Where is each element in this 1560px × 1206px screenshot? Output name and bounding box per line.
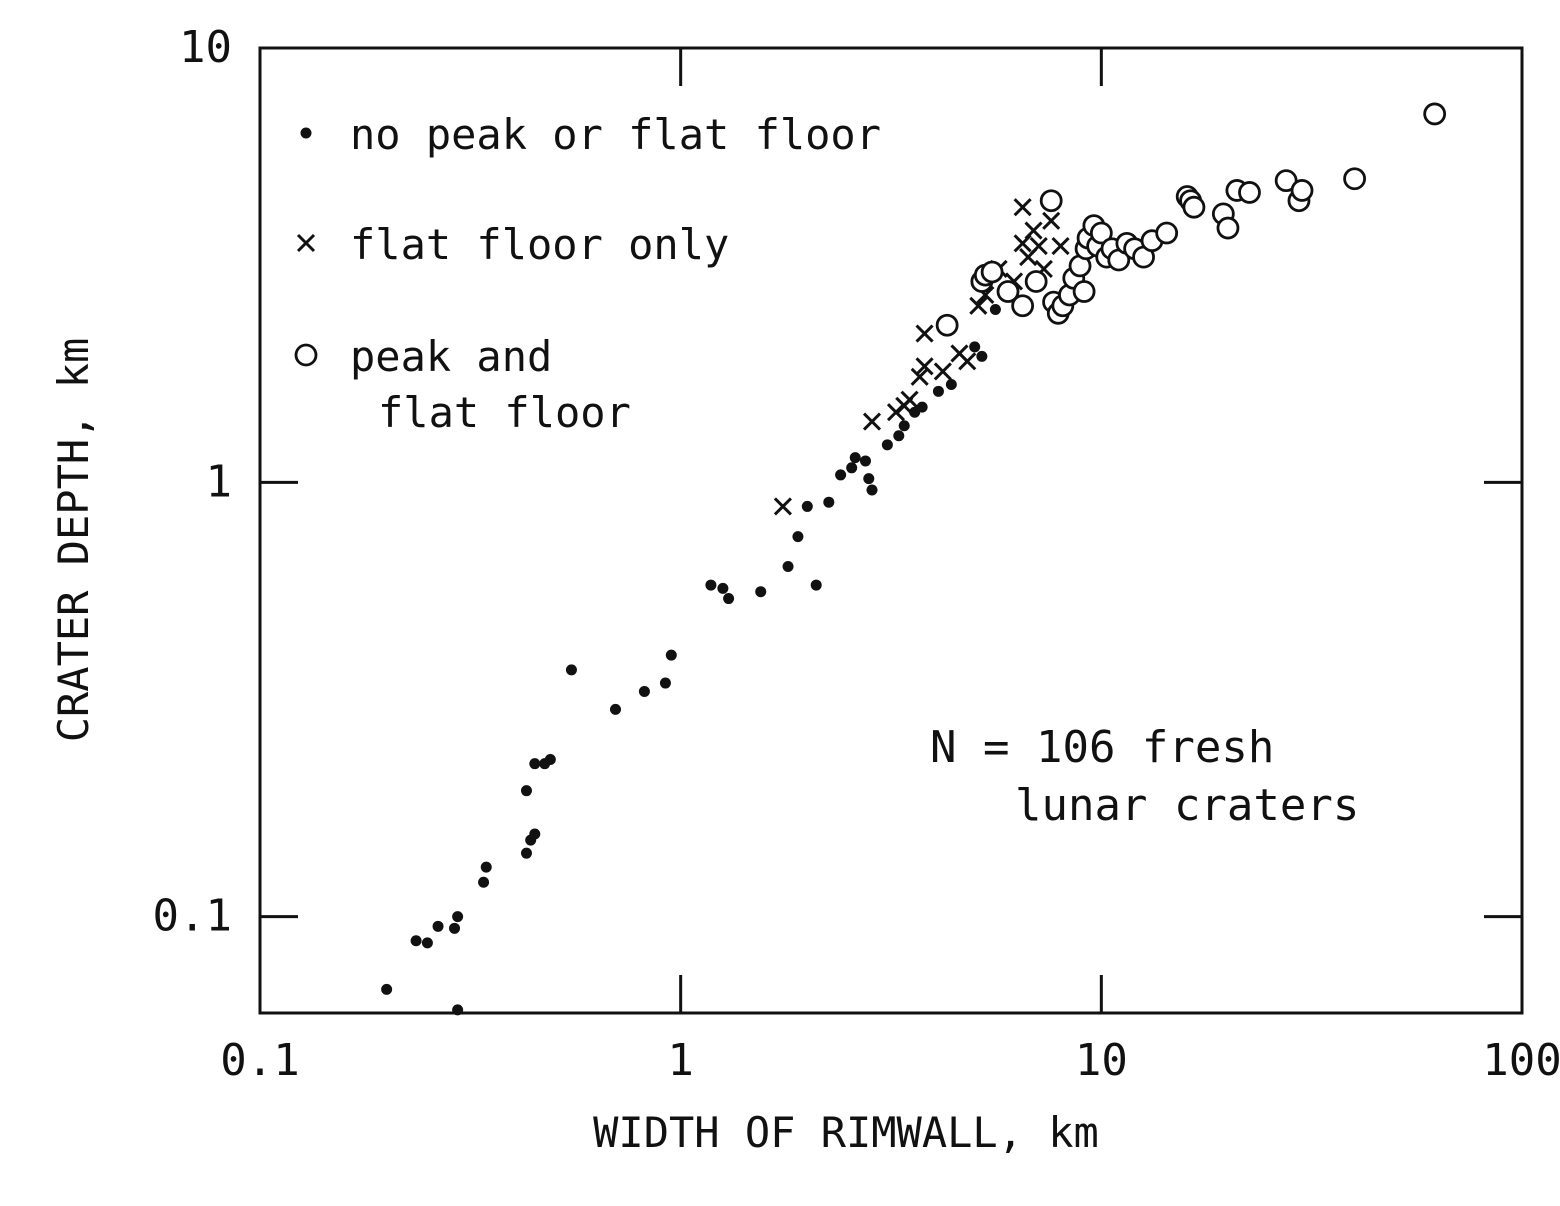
- data-points: [381, 102, 1447, 1016]
- dot-point: [863, 473, 875, 485]
- cross-point: [1042, 211, 1061, 230]
- dot-point: [659, 677, 671, 689]
- dot-point: [916, 401, 928, 413]
- cross-point: [1024, 221, 1043, 240]
- dot-point: [544, 754, 556, 766]
- cross-point: [933, 362, 952, 381]
- dot-point: [859, 455, 871, 467]
- cross-point: [910, 367, 929, 386]
- dot-point: [898, 420, 910, 432]
- cross-point: [969, 296, 988, 315]
- dot-point: [452, 1004, 464, 1016]
- x-axis-label: WIDTH OF RIMWALL, km: [593, 1108, 1099, 1157]
- cross-point: [1029, 236, 1048, 256]
- x-tick-label: 100: [1482, 1035, 1560, 1086]
- circle-point: [1024, 270, 1048, 293]
- x-tick-label: 0.1: [220, 1035, 299, 1086]
- circle-point: [1089, 221, 1113, 245]
- dot-point: [755, 586, 767, 598]
- dot-point: [638, 685, 650, 697]
- annotation-line-1: N = 106 fresh: [930, 722, 1274, 773]
- dot-point: [881, 439, 893, 451]
- series-dots: [381, 296, 1023, 1016]
- cross-point: [1051, 236, 1070, 256]
- y-axis-label: CRATER DEPTH, km: [49, 338, 98, 743]
- dot-point: [665, 649, 677, 661]
- legend: no peak or flat floor flat floor only peak…: [294, 110, 881, 437]
- series-circles: [935, 102, 1447, 337]
- cross-point: [862, 412, 882, 431]
- dot-point: [452, 911, 464, 923]
- dot-point: [717, 582, 729, 594]
- dot-point: [846, 462, 858, 474]
- dot-point: [782, 561, 794, 573]
- circle-point: [1423, 102, 1447, 126]
- axis-ticks: 0.1 1 10 100 0.1 1 10: [153, 22, 1560, 1086]
- dot-point: [723, 593, 735, 605]
- dot-point: [432, 920, 444, 932]
- dot-point: [381, 983, 393, 995]
- circle-point: [996, 280, 1020, 303]
- circle-point: [1011, 294, 1035, 318]
- dot-point: [823, 496, 835, 508]
- circle-point: [1274, 169, 1298, 193]
- circle-point: [1216, 216, 1240, 240]
- dot-point: [792, 531, 804, 543]
- dot-point: [520, 785, 532, 797]
- circle-point: [1039, 189, 1063, 213]
- dot-point: [866, 484, 878, 496]
- dot-point: [421, 937, 433, 949]
- dot-point: [705, 579, 717, 591]
- dot-point: [565, 664, 577, 676]
- legend-cross-marker: [296, 233, 316, 253]
- legend-label: peak and: [350, 332, 552, 381]
- circle-point: [1238, 181, 1261, 204]
- cross-point: [958, 352, 977, 371]
- cross-point: [1013, 198, 1032, 217]
- legend-label: flat floor only: [350, 220, 729, 269]
- legend-circle-marker: [294, 343, 318, 367]
- cross-point: [773, 497, 792, 516]
- x-tick-label: 1: [667, 1035, 694, 1086]
- circle-point: [1290, 179, 1314, 202]
- dot-point: [945, 378, 957, 390]
- circle-point: [1155, 221, 1179, 245]
- y-tick-label: 0.1: [153, 891, 232, 942]
- dot-point: [610, 703, 622, 715]
- dot-point: [529, 758, 541, 770]
- legend-label: no peak or flat floor: [350, 110, 881, 159]
- cross-point: [915, 357, 934, 376]
- circle-point: [1343, 167, 1366, 191]
- dot-point: [449, 922, 461, 934]
- dot-point: [969, 341, 981, 353]
- dot-point: [529, 828, 541, 840]
- dot-point: [410, 935, 422, 947]
- plot-frame: [258, 46, 1524, 1015]
- dot-point: [478, 876, 490, 888]
- y-tick-label: 10: [179, 22, 232, 73]
- dot-point: [893, 430, 905, 442]
- circle-point: [980, 260, 1004, 284]
- y-tick-label: 1: [206, 456, 233, 507]
- annotation-line-2: lunar craters: [1015, 780, 1359, 831]
- dot-point: [480, 861, 492, 873]
- dot-point: [801, 500, 813, 512]
- cross-point: [900, 390, 919, 409]
- x-tick-label: 10: [1075, 1035, 1128, 1086]
- dot-point: [989, 303, 1001, 315]
- dot-point: [520, 847, 532, 859]
- dot-point: [932, 385, 944, 397]
- circle-point: [935, 313, 959, 337]
- cross-point: [915, 324, 934, 343]
- dot-point: [849, 452, 861, 464]
- series-crosses: [773, 198, 1070, 516]
- legend-dot-marker: [300, 127, 312, 139]
- dot-point: [976, 350, 988, 362]
- circle-point: [1182, 195, 1206, 219]
- circle-point: [1072, 280, 1096, 303]
- dot-point: [810, 579, 822, 591]
- legend-label: flat floor: [378, 388, 631, 437]
- dot-point: [835, 469, 847, 481]
